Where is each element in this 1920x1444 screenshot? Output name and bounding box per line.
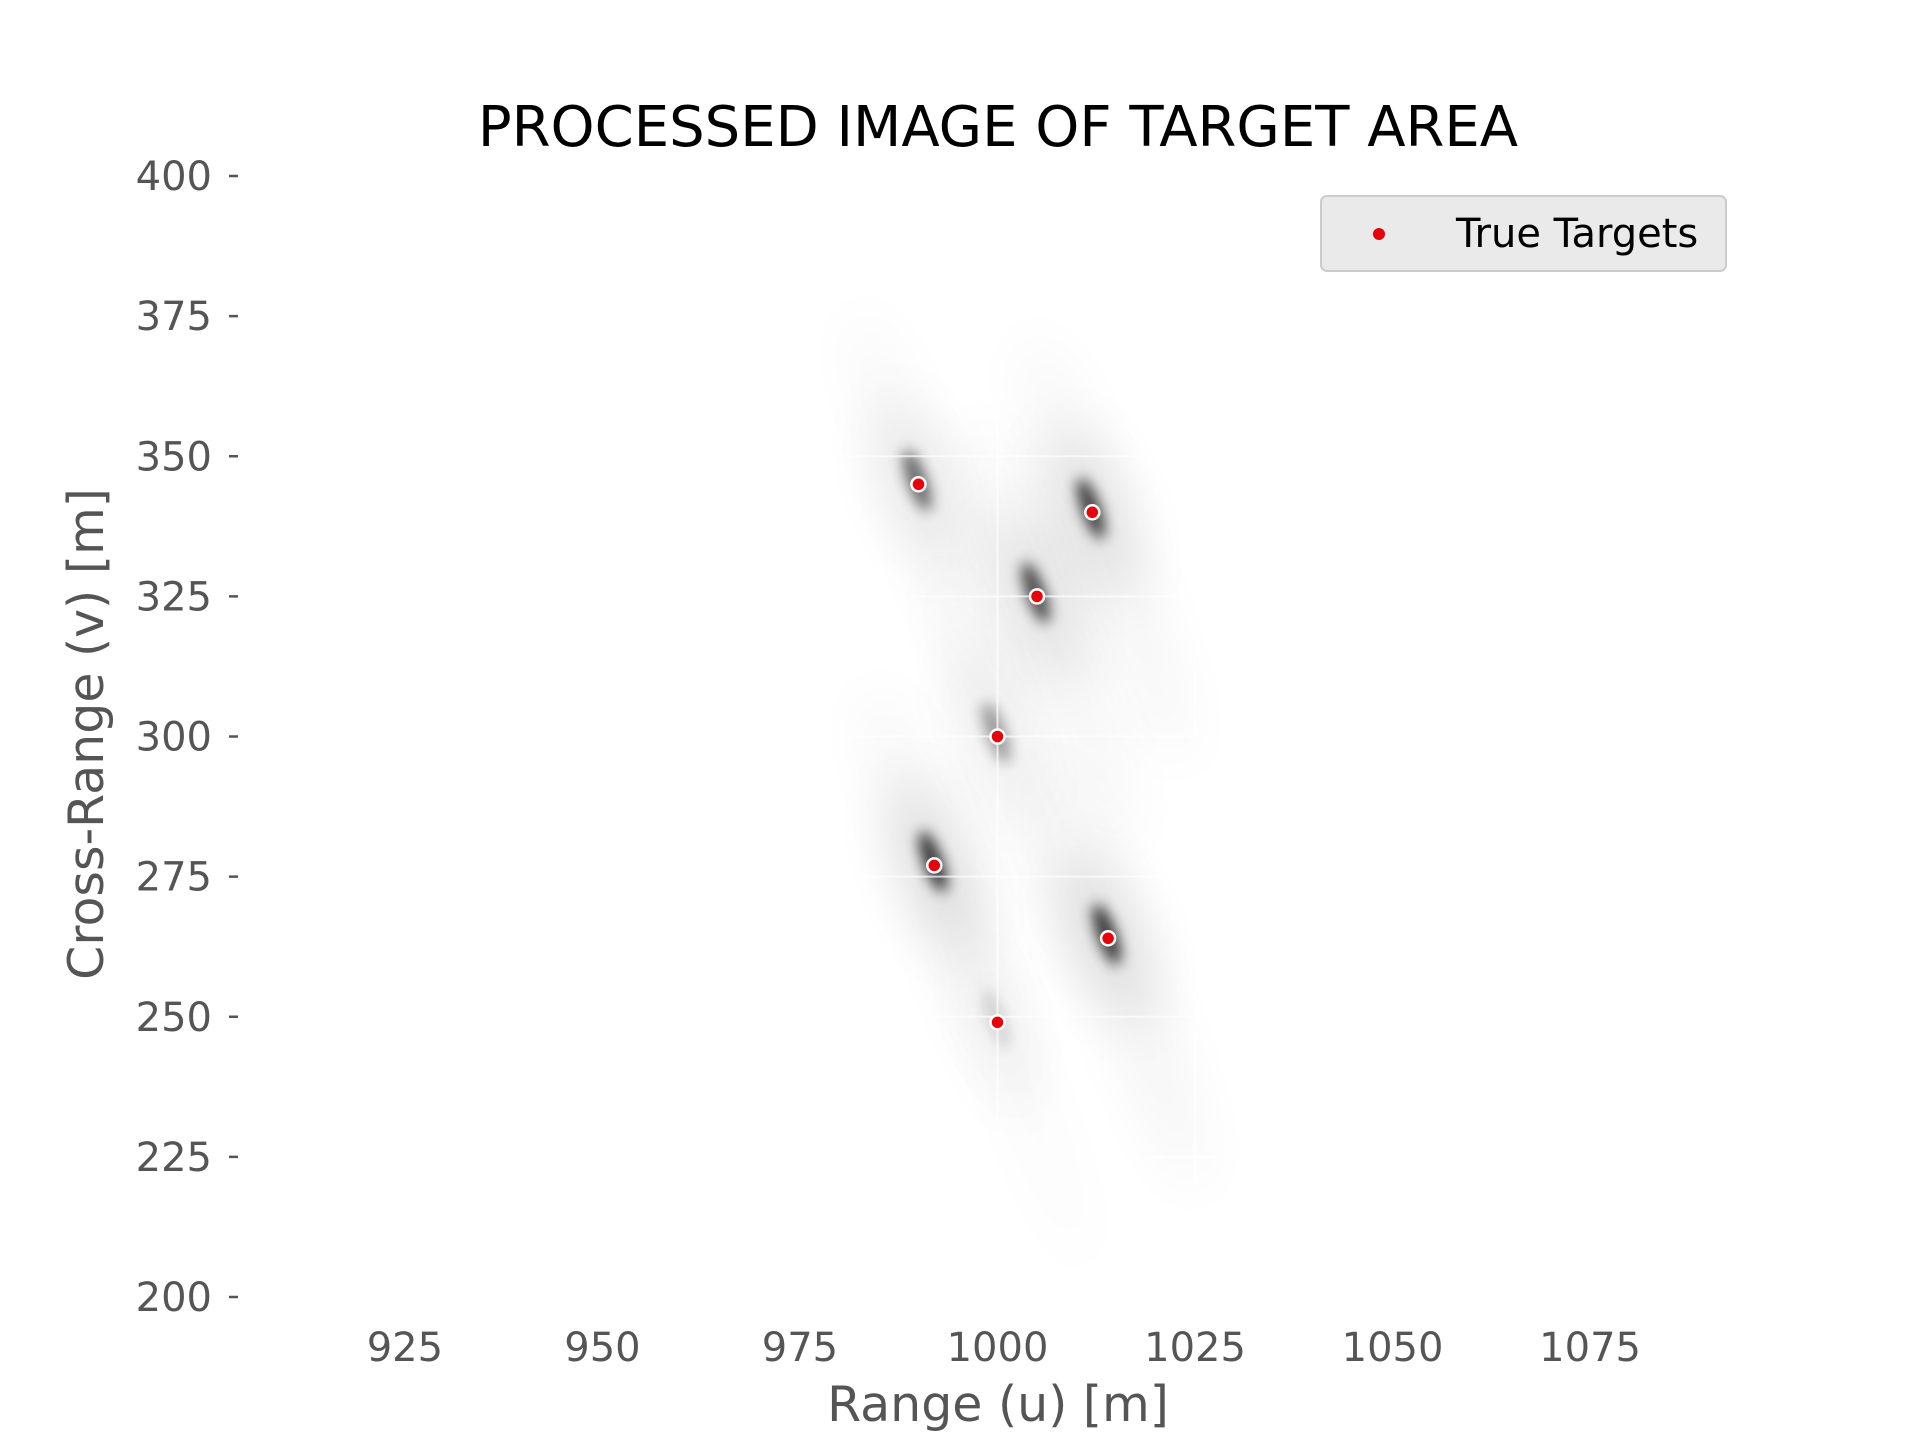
true-targets-series: [910, 476, 1117, 1031]
y-tick-label-5: 325: [136, 574, 212, 620]
target-point-4: [926, 857, 943, 874]
y-axis: 200 225 250 275 300 325 350 375 400: [136, 154, 238, 1321]
y-tick-label-7: 375: [136, 294, 212, 340]
x-tick-label-6: 1075: [1539, 1325, 1641, 1371]
target-point-1: [1084, 504, 1101, 521]
legend-marker: [1373, 228, 1385, 240]
y-tick-label-8: 400: [136, 154, 212, 200]
target-point-6: [989, 1014, 1006, 1031]
x-tick-label-2: 975: [762, 1325, 838, 1371]
legend: True Targets: [1320, 195, 1727, 272]
y-axis-label: Cross-Range (v) [m]: [58, 488, 115, 980]
x-tick-label-4: 1025: [1144, 1325, 1246, 1371]
target-point-3: [989, 728, 1006, 745]
x-tick-label-1: 950: [564, 1325, 640, 1371]
x-tick-label-0: 925: [367, 1325, 443, 1371]
y-tick-label-1: 225: [136, 1135, 212, 1181]
x-tick-label-3: 1000: [947, 1325, 1049, 1371]
x-tick-label-5: 1050: [1342, 1325, 1444, 1371]
y-tick-label-2: 250: [136, 995, 212, 1041]
chart-title: PROCESSED IMAGE OF TARGET AREA: [478, 95, 1518, 160]
y-tick-label-3: 275: [136, 855, 212, 901]
x-axis-label: Range (u) [m]: [827, 1376, 1169, 1433]
target-point-0: [910, 476, 927, 493]
legend-label: True Targets: [1455, 211, 1698, 257]
y-tick-label-6: 350: [136, 434, 212, 480]
target-point-5: [1099, 930, 1117, 947]
legend-box: [1320, 195, 1727, 272]
target-point-2: [1028, 588, 1046, 605]
y-tick-label-0: 200: [136, 1275, 212, 1321]
x-axis: 925 950 975 1000 1025 1050 1075: [367, 1325, 1641, 1371]
y-tick-label-4: 300: [136, 715, 212, 761]
